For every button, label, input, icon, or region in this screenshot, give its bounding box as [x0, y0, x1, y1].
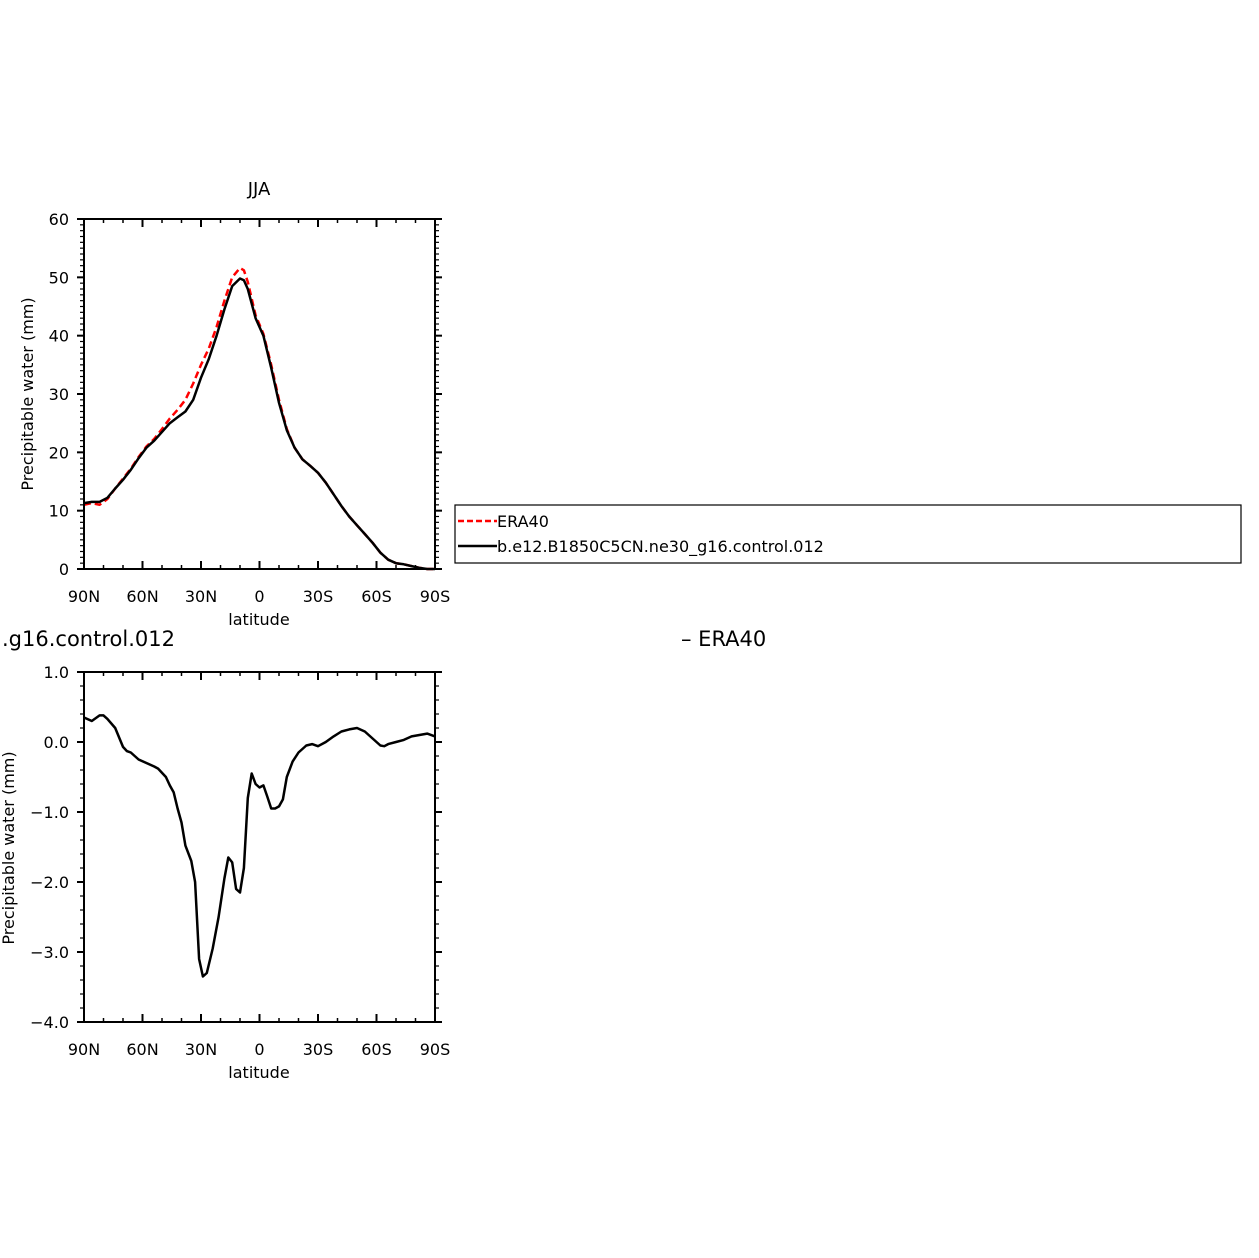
- bottom-x-tick-label: 60S: [361, 1040, 392, 1059]
- top-chart-marks: [83, 266, 435, 571]
- bottom-series-line-difference: [83, 714, 436, 978]
- bottom-x-tick-label: 90N: [68, 1040, 100, 1059]
- legend-box: [454, 504, 1242, 564]
- bottom-y-tick-label: 0.0: [44, 733, 69, 752]
- top-chart-title: JJA: [247, 179, 271, 200]
- top-y-tick-label: 30: [49, 385, 69, 404]
- bottom-axis-ticks: 90N 60N 30N 0 30S 60S 90S 1.0 0.0 −1.0 −2.0 −3.0 −4.…: [30, 663, 450, 1059]
- legend-label-era40: ERA40: [497, 512, 549, 531]
- bottom-panel: .g16.control.012 – ERA40 90N 60N 30N 0 30S 60…: [0, 627, 766, 1082]
- chart-legend: ERA40 b.e12.B1850C5CN.ne30_g16.control.0…: [454, 504, 1242, 564]
- bottom-title-left-fragment: .g16.control.012: [2, 627, 175, 651]
- top-panel: JJA 90N 60N 30N 0 30S 60S 90S 0 10 20 30 40 50 60 lat…: [18, 179, 450, 629]
- bottom-x-tick-label: 60N: [126, 1040, 158, 1059]
- top-y-tick-label: 40: [49, 327, 69, 346]
- top-y-tick-label: 10: [49, 502, 69, 521]
- top-series-line-model: [83, 277, 435, 571]
- bottom-x-tick-label: 0: [254, 1040, 264, 1059]
- legend-label-model: b.e12.B1850C5CN.ne30_g16.control.012: [497, 537, 824, 557]
- bottom-x-tick-label: 30S: [303, 1040, 334, 1059]
- bottom-y-tick-label: −4.0: [30, 1013, 69, 1032]
- bottom-x-tick-label: 30N: [185, 1040, 217, 1059]
- top-y-tick-label: 60: [49, 210, 69, 229]
- bottom-x-axis-title: latitude: [228, 1063, 289, 1082]
- top-x-tick-label: 60N: [126, 587, 158, 606]
- top-x-tick-label: 30N: [185, 587, 217, 606]
- top-series-line-era40: [83, 266, 435, 571]
- bottom-y-tick-label: −3.0: [30, 943, 69, 962]
- top-y-axis-title: Precipitable water (mm): [18, 297, 37, 490]
- bottom-chart-marks: [83, 714, 436, 978]
- top-x-tick-label: 90S: [420, 587, 451, 606]
- top-y-tick-label: 0: [59, 560, 69, 579]
- top-x-tick-label: 90N: [68, 587, 100, 606]
- bottom-x-tick-label: 90S: [420, 1040, 451, 1059]
- bottom-y-tick-label: 1.0: [44, 663, 69, 682]
- bottom-y-tick-label: −2.0: [30, 873, 69, 892]
- top-x-tick-label: 60S: [361, 587, 392, 606]
- bottom-y-axis-title: Precipitable water (mm): [0, 751, 18, 944]
- top-x-axis-title: latitude: [228, 610, 289, 629]
- top-axis-ticks: 90N 60N 30N 0 30S 60S 90S 0 10 20 30 40 50 60: [49, 210, 451, 606]
- bottom-y-axis-title-clip: Precipitable water (mm): [0, 751, 18, 944]
- bottom-title-right-fragment: – ERA40: [681, 627, 766, 651]
- top-y-tick-label: 20: [49, 443, 69, 462]
- bottom-plot-frame: [83, 671, 436, 1023]
- top-plot-frame: [83, 218, 436, 570]
- top-x-tick-label: 30S: [303, 587, 334, 606]
- bottom-y-tick-label: −1.0: [30, 803, 69, 822]
- top-y-tick-label: 50: [49, 268, 69, 287]
- top-x-tick-label: 0: [254, 587, 264, 606]
